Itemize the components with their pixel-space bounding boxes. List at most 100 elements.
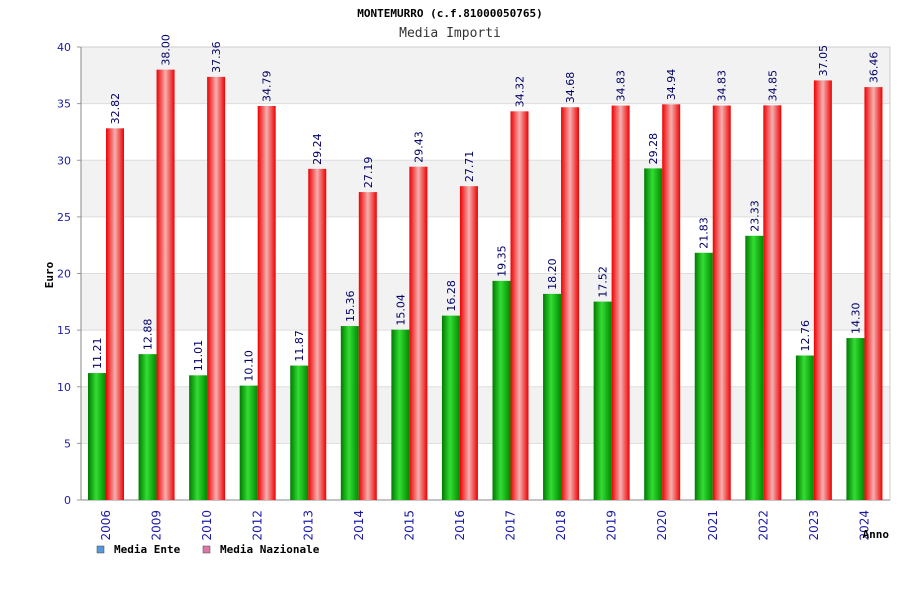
- value-label-media-ente: 15.04: [394, 294, 407, 326]
- bar-media-ente: [290, 365, 309, 500]
- bars: [88, 69, 883, 501]
- y-tick-label: 30: [57, 154, 71, 167]
- value-label-media-ente: 11.21: [91, 338, 104, 370]
- x-tick-label: 2014: [352, 510, 366, 541]
- bar-media-ente: [694, 252, 713, 500]
- legend: Media Ente Media Nazionale: [96, 543, 320, 556]
- bar-media-nazionale: [358, 192, 377, 501]
- value-label-media-ente: 17.52: [597, 266, 610, 298]
- bar-media-ente: [593, 301, 612, 500]
- x-tick-label: 2020: [655, 510, 669, 541]
- value-label-media-nazionale: 36.46: [867, 52, 880, 84]
- bar-media-ente: [441, 315, 460, 500]
- value-label-media-nazionale: 27.71: [463, 151, 476, 183]
- value-label-media-ente: 21.83: [698, 217, 711, 249]
- value-label-media-nazionale: 34.79: [261, 71, 274, 103]
- y-tick-label: 40: [57, 41, 71, 54]
- legend-swatch-media-nazionale: [202, 545, 211, 554]
- value-label-media-nazionale: 32.82: [109, 93, 122, 125]
- value-label-media-ente: 15.36: [344, 291, 357, 323]
- value-label-media-nazionale: 38.00: [160, 34, 173, 66]
- bar-media-ente: [88, 373, 106, 500]
- y-tick-label: 35: [57, 98, 71, 111]
- value-label-media-ente: 12.88: [142, 319, 155, 351]
- value-label-media-nazionale: 29.43: [412, 131, 425, 163]
- value-label-media-ente: 14.30: [849, 303, 862, 335]
- bar-media-ente: [543, 293, 562, 500]
- value-label-media-nazionale: 34.68: [564, 72, 577, 104]
- y-tick-label: 5: [64, 437, 71, 450]
- x-tick-label: 2019: [605, 510, 619, 541]
- bar-media-nazionale: [712, 105, 731, 501]
- x-tick-label: 2009: [150, 510, 164, 541]
- chart-subtitle: Media Importi: [399, 26, 501, 41]
- bar-media-ente: [795, 355, 814, 500]
- value-label-media-nazionale: 34.94: [665, 69, 678, 101]
- bar-media-nazionale: [106, 128, 124, 500]
- chart-title: MONTEMURRO (c.f.81000050765): [357, 7, 542, 20]
- value-labels: 11.21 32.82 12.88 38.00 11.01 37.36 10.10 34.79…: [91, 34, 880, 381]
- value-label-media-ente: 10.10: [243, 350, 256, 382]
- x-tick-label: 2016: [453, 510, 467, 541]
- value-label-media-ente: 19.35: [496, 245, 509, 277]
- bar-media-nazionale: [611, 105, 630, 501]
- value-label-media-nazionale: 34.83: [615, 70, 628, 102]
- bar-media-nazionale: [510, 111, 529, 501]
- value-label-media-nazionale: 37.36: [210, 41, 223, 73]
- y-tick-label: 20: [57, 268, 71, 281]
- value-label-media-nazionale: 34.85: [766, 70, 779, 102]
- y-tick-label: 15: [57, 324, 71, 337]
- x-tick-label: 2018: [554, 510, 568, 541]
- bar-media-ente: [492, 280, 511, 500]
- bar-media-nazionale: [156, 69, 175, 501]
- value-label-media-ente: 18.20: [546, 258, 559, 290]
- bar-media-ente: [189, 375, 208, 500]
- bar-media-ente: [846, 338, 865, 500]
- bar-media-nazionale: [257, 106, 276, 501]
- value-label-media-ente: 11.01: [192, 340, 205, 372]
- bar-media-nazionale: [813, 80, 832, 500]
- value-label-media-nazionale: 34.32: [514, 76, 527, 108]
- x-tick-label: 2022: [756, 510, 770, 541]
- x-tick-label: 2023: [807, 510, 821, 541]
- x-axis-label: Anno: [863, 528, 890, 541]
- value-label-media-ente: 29.28: [647, 133, 660, 165]
- bar-media-nazionale: [561, 107, 580, 501]
- bar-media-ente: [340, 326, 359, 500]
- x-tick-label: 2006: [99, 510, 113, 541]
- legend-label-media-ente: Media Ente: [114, 543, 181, 556]
- value-label-media-ente: 23.33: [748, 200, 761, 232]
- value-label-media-nazionale: 29.24: [311, 133, 324, 165]
- y-tick-labels: 0 5 10 15 20 25 30 35 40: [57, 41, 71, 507]
- x-tick-label: 2021: [706, 510, 720, 541]
- value-label-media-ente: 12.76: [799, 320, 812, 352]
- legend-label-media-nazionale: Media Nazionale: [220, 543, 320, 556]
- value-label-media-nazionale: 37.05: [817, 45, 830, 77]
- x-tick-label: 2012: [251, 510, 265, 541]
- x-tick-label: 2017: [504, 510, 518, 541]
- y-tick-label: 10: [57, 381, 71, 394]
- x-tick-label: 2013: [301, 510, 315, 541]
- bar-media-ente: [745, 235, 764, 500]
- y-axis-label: Euro: [43, 261, 56, 288]
- x-tick-label: 2015: [402, 510, 416, 541]
- y-tick-label: 0: [64, 494, 71, 507]
- value-label-media-ente: 11.87: [293, 330, 306, 362]
- x-tick-label: 2024: [857, 510, 871, 541]
- legend-swatch-media-ente: [96, 545, 105, 554]
- bar-media-nazionale: [864, 87, 883, 500]
- bar-media-nazionale: [308, 168, 327, 500]
- bar-media-nazionale: [207, 76, 226, 500]
- bar-media-nazionale: [409, 166, 428, 500]
- y-tick-label: 25: [57, 211, 71, 224]
- x-tick-labels: 2006 2009 2010 2012 2013 2014 2015 2016 2017 2018…: [99, 510, 871, 541]
- bar-media-nazionale: [662, 104, 681, 500]
- bar-media-nazionale: [459, 186, 478, 500]
- bar-media-ente: [138, 354, 157, 500]
- bar-media-ente: [391, 329, 410, 500]
- value-label-media-nazionale: 27.19: [362, 157, 375, 189]
- bar-media-nazionale: [763, 105, 782, 500]
- value-label-media-nazionale: 34.83: [716, 70, 729, 102]
- x-tick-label: 2010: [200, 510, 214, 541]
